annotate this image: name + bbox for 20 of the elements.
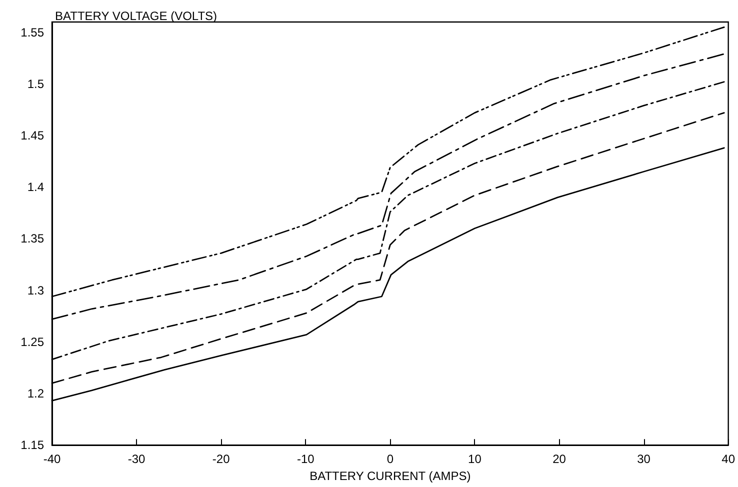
x-tick-label: 0 xyxy=(386,452,394,466)
x-tick-label: 20 xyxy=(552,452,566,466)
y-tick-label: 1.5 xyxy=(27,76,44,91)
y-tick-label: 1.2 xyxy=(27,386,44,400)
x-tick-label: 10 xyxy=(468,452,482,466)
y-tick-label: 1.35 xyxy=(20,232,44,246)
x-tick-label: -10 xyxy=(296,452,315,466)
y-tick-label: 1.15 xyxy=(20,438,44,452)
x-tick-label: -30 xyxy=(128,452,146,466)
y-tick-label: 1.45 xyxy=(20,128,44,143)
x-axis-title: BATTERY CURRENT (AMPS) xyxy=(310,469,471,483)
x-tick-label: 30 xyxy=(637,452,651,466)
y-tick-label: 1.3 xyxy=(27,283,44,298)
y-tick-label: 1.55 xyxy=(20,25,44,40)
y-axis-title: BATTERY VOLTAGE (VOLTS) xyxy=(55,9,218,23)
x-tick-label: -20 xyxy=(212,452,230,466)
x-tick-label: -40 xyxy=(43,452,61,466)
y-tick-label: 1.25 xyxy=(20,334,44,349)
x-tick-label: 40 xyxy=(722,452,736,466)
y-tick-label: 1.4 xyxy=(27,180,44,194)
